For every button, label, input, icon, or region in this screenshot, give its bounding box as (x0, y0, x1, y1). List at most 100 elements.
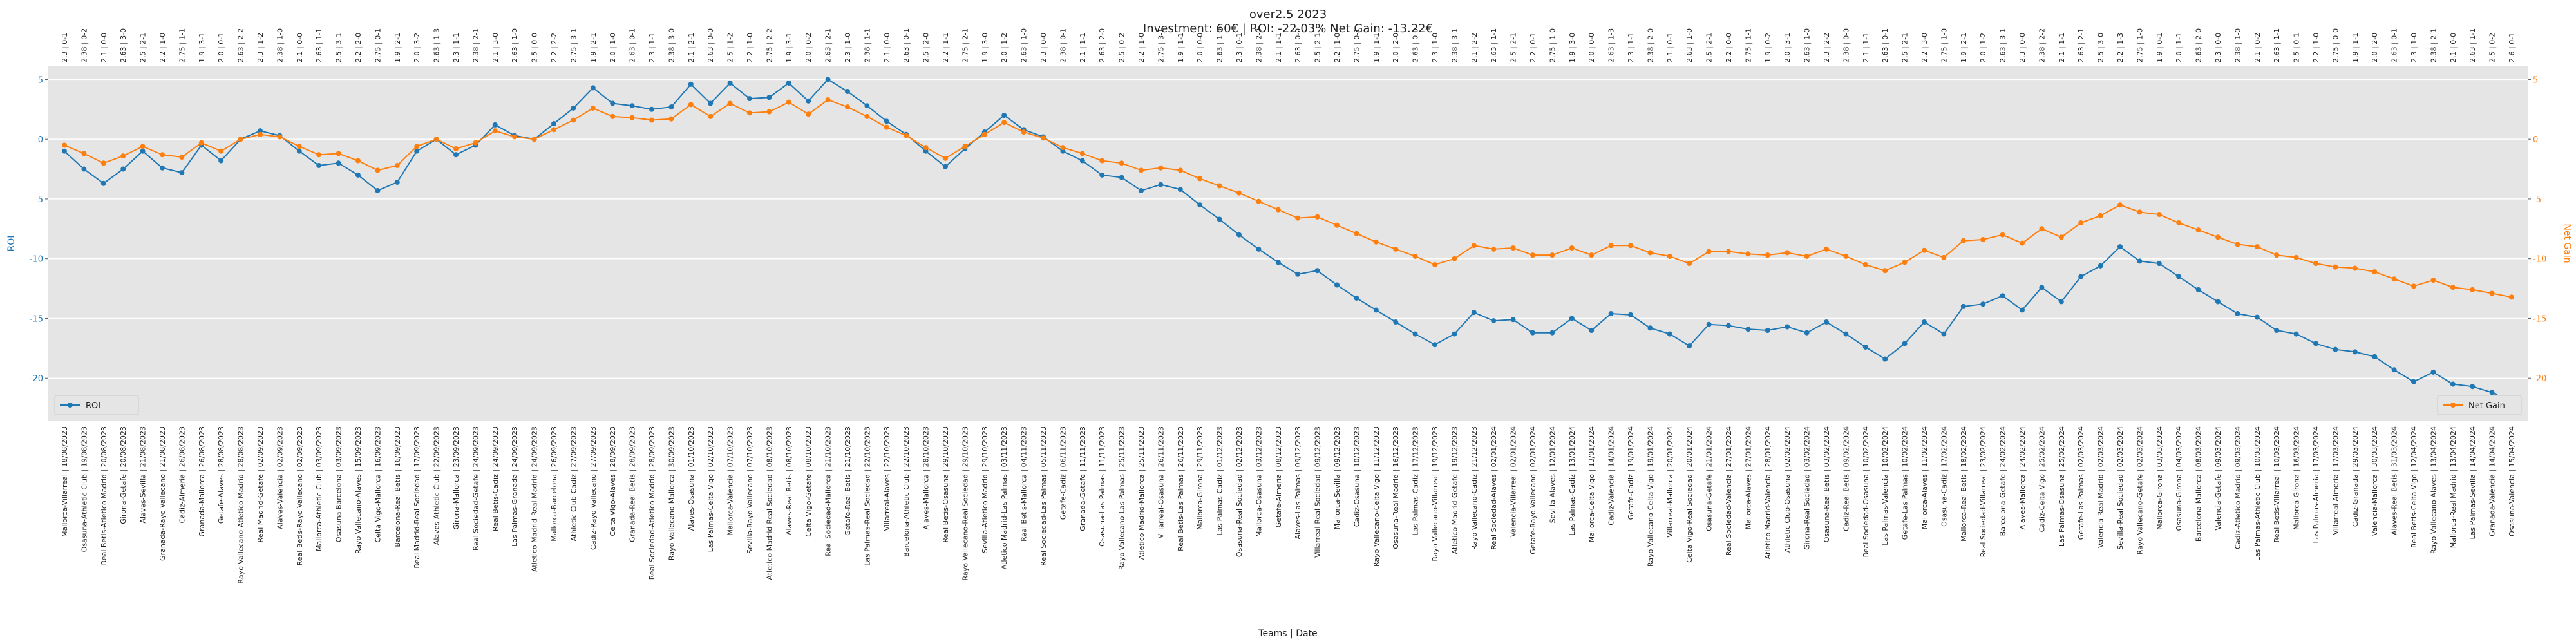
x-tick-label: Getafe-Cadiz | 19/01/2024 (1627, 426, 1635, 520)
x2-tick-label: 2.63 | 0-1 (2391, 28, 2399, 62)
data-point (1158, 182, 1164, 187)
data-point (1862, 261, 1868, 267)
data-point (1980, 237, 1986, 243)
data-point (904, 133, 909, 138)
data-point (1197, 176, 1203, 182)
data-point (120, 153, 126, 159)
data-point (355, 158, 361, 164)
x-tick-label: Getafe-Las Palmas | 10/02/2024 (1901, 426, 1909, 540)
data-point (551, 121, 556, 127)
x2-tick-label: 2.38 | 1-1 (863, 28, 871, 62)
x2-tick-label: 2.38 | 2-2 (2038, 28, 2046, 62)
data-point (1667, 331, 1672, 337)
data-point (1373, 307, 1379, 313)
data-point (1922, 319, 1927, 325)
x-tick-label: Sevilla-Rayo Vallecano | 07/10/2023 (746, 426, 754, 554)
x-tick-label: Valencia-Villarreal | 02/01/2024 (1510, 426, 1518, 537)
x-tick-label: Mallorca-Athletic Club | 03/09/2023 (315, 426, 323, 551)
x2-tick-label: 2.5 | 1-2 (726, 33, 735, 62)
x2-tick-label: 2.63 | 2-0 (1098, 28, 1106, 62)
x-tick-label: Girona-Getafe | 20/08/2023 (119, 426, 128, 524)
data-point (1001, 120, 1007, 126)
data-point (806, 98, 811, 104)
x2-tick-label: 2.63 | 0-1 (1881, 28, 1889, 62)
x-tick-label: Atletico Madrid-Valencia | 28/01/2024 (1764, 426, 1772, 559)
x-tick-label: Atletico Madrid-Mallorca | 25/11/2023 (1137, 426, 1146, 560)
data-point (845, 88, 850, 94)
x2-tick-label: 2.1 | 2-2 (1470, 33, 1479, 62)
x2-tick-label: 2.75 | 2-2 (765, 28, 773, 62)
x2-tick-label: 2.75 | 0-1 (374, 28, 382, 62)
data-point (375, 167, 381, 173)
x2-tick-label: 2.2 | 0-0 (1725, 33, 1733, 62)
x-tick-label: Barcelona-Athletic Club | 22/10/2023 (902, 426, 911, 557)
data-point (1726, 249, 1731, 254)
x-tick-label: Alaves-Valencia | 02/09/2023 (276, 426, 284, 529)
x2-tick-label: 1.9 | 3-1 (198, 33, 206, 62)
x-tick-label: Las Palmas-Granada | 24/09/2023 (511, 426, 519, 547)
legend-label: ROI (86, 401, 100, 411)
data-point (1628, 243, 1633, 249)
y-tick-label: 5 (38, 75, 43, 85)
x-tick-label: Osasuna-Barcelona | 03/09/2023 (335, 426, 343, 542)
data-point (1687, 343, 1692, 349)
data-point (2391, 276, 2397, 282)
x2-tick-label: 2.1 | 1-1 (1862, 33, 1870, 62)
x2-tick-label: 2.75 | 1-1 (1744, 28, 1752, 62)
data-point (1608, 311, 1614, 317)
data-point (2489, 290, 2495, 296)
data-point (590, 85, 596, 91)
data-point (2391, 367, 2397, 373)
x-tick-label: Real Sociedad-Osasuna | 10/02/2024 (1862, 426, 1870, 557)
data-point (2058, 234, 2064, 240)
data-point (688, 81, 694, 87)
data-point (943, 155, 948, 161)
data-point (414, 144, 420, 149)
data-point (2215, 299, 2221, 305)
data-point (492, 128, 498, 134)
data-point (2117, 244, 2123, 250)
data-point (708, 100, 714, 106)
x2-tick-label: 1.9 | 0-2 (1764, 33, 1772, 62)
data-point (1628, 312, 1633, 317)
x-tick-label: Alaves-Athletic Club | 22/09/2023 (433, 426, 441, 545)
data-point (1687, 261, 1692, 267)
data-point (218, 158, 224, 164)
data-point (2313, 261, 2318, 267)
data-point (160, 152, 165, 158)
x-tick-label: Granada-Mallorca | 26/08/2023 (198, 426, 206, 536)
data-point (2274, 328, 2280, 334)
x-tick-label: Atletico Madrid-Real Sociedad | 08/10/20… (765, 426, 773, 580)
x-tick-label: Sevilla-Alaves | 12/01/2024 (1548, 426, 1557, 523)
data-point (1706, 249, 1712, 254)
x2-tick-label: 1.9 | 1-1 (2351, 33, 2360, 62)
data-point (1354, 231, 1359, 236)
data-point (473, 140, 478, 146)
x-tick-label: Alaves-Real Betis | 31/03/2024 (2391, 426, 2399, 535)
x2-tick-label: 2.38 | 2-0 (1646, 28, 1654, 62)
data-point (1706, 321, 1712, 327)
x2-tick-label: 2.2 | 1-0 (746, 33, 754, 62)
x2-tick-label: 2.5 | 2-0 (922, 33, 931, 62)
x-tick-label: Girona-Real Sociedad | 03/02/2024 (1803, 426, 1812, 550)
data-point (981, 131, 987, 137)
x-tick-label: Mallorca-Celta Vigo | 13/01/2024 (1587, 426, 1596, 542)
data-point (649, 117, 654, 123)
data-point (1158, 165, 1164, 171)
data-point (1060, 145, 1066, 151)
data-point (2195, 227, 2201, 233)
x-tick-label: Granada-Valencia | 14/04/2024 (2488, 426, 2497, 536)
x-tick-label: Rayo Vallecano-Celta Vigo | 11/12/2023 (1372, 426, 1381, 567)
data-point (884, 118, 889, 124)
x-tick-label: Cadiz-Valencia | 14/01/2024 (1607, 426, 1616, 526)
data-point (1510, 317, 1516, 323)
x2-tick-label: 2.3 | 1-0 (844, 33, 852, 62)
x-tick-label: Cadiz-Real Betis | 09/02/2024 (1842, 426, 1850, 531)
data-point (1334, 282, 1340, 288)
data-point (2039, 226, 2045, 232)
data-point (668, 116, 674, 122)
x-tick-label: Rayo Vallecano-Las Palmas | 25/11/2023 (1118, 426, 1126, 570)
x-tick-label: Valencia-Mallorca | 30/03/2024 (2371, 426, 2379, 536)
x2-tick-label: 1.9 | 3-0 (1568, 33, 1577, 62)
data-point (1549, 330, 1555, 336)
